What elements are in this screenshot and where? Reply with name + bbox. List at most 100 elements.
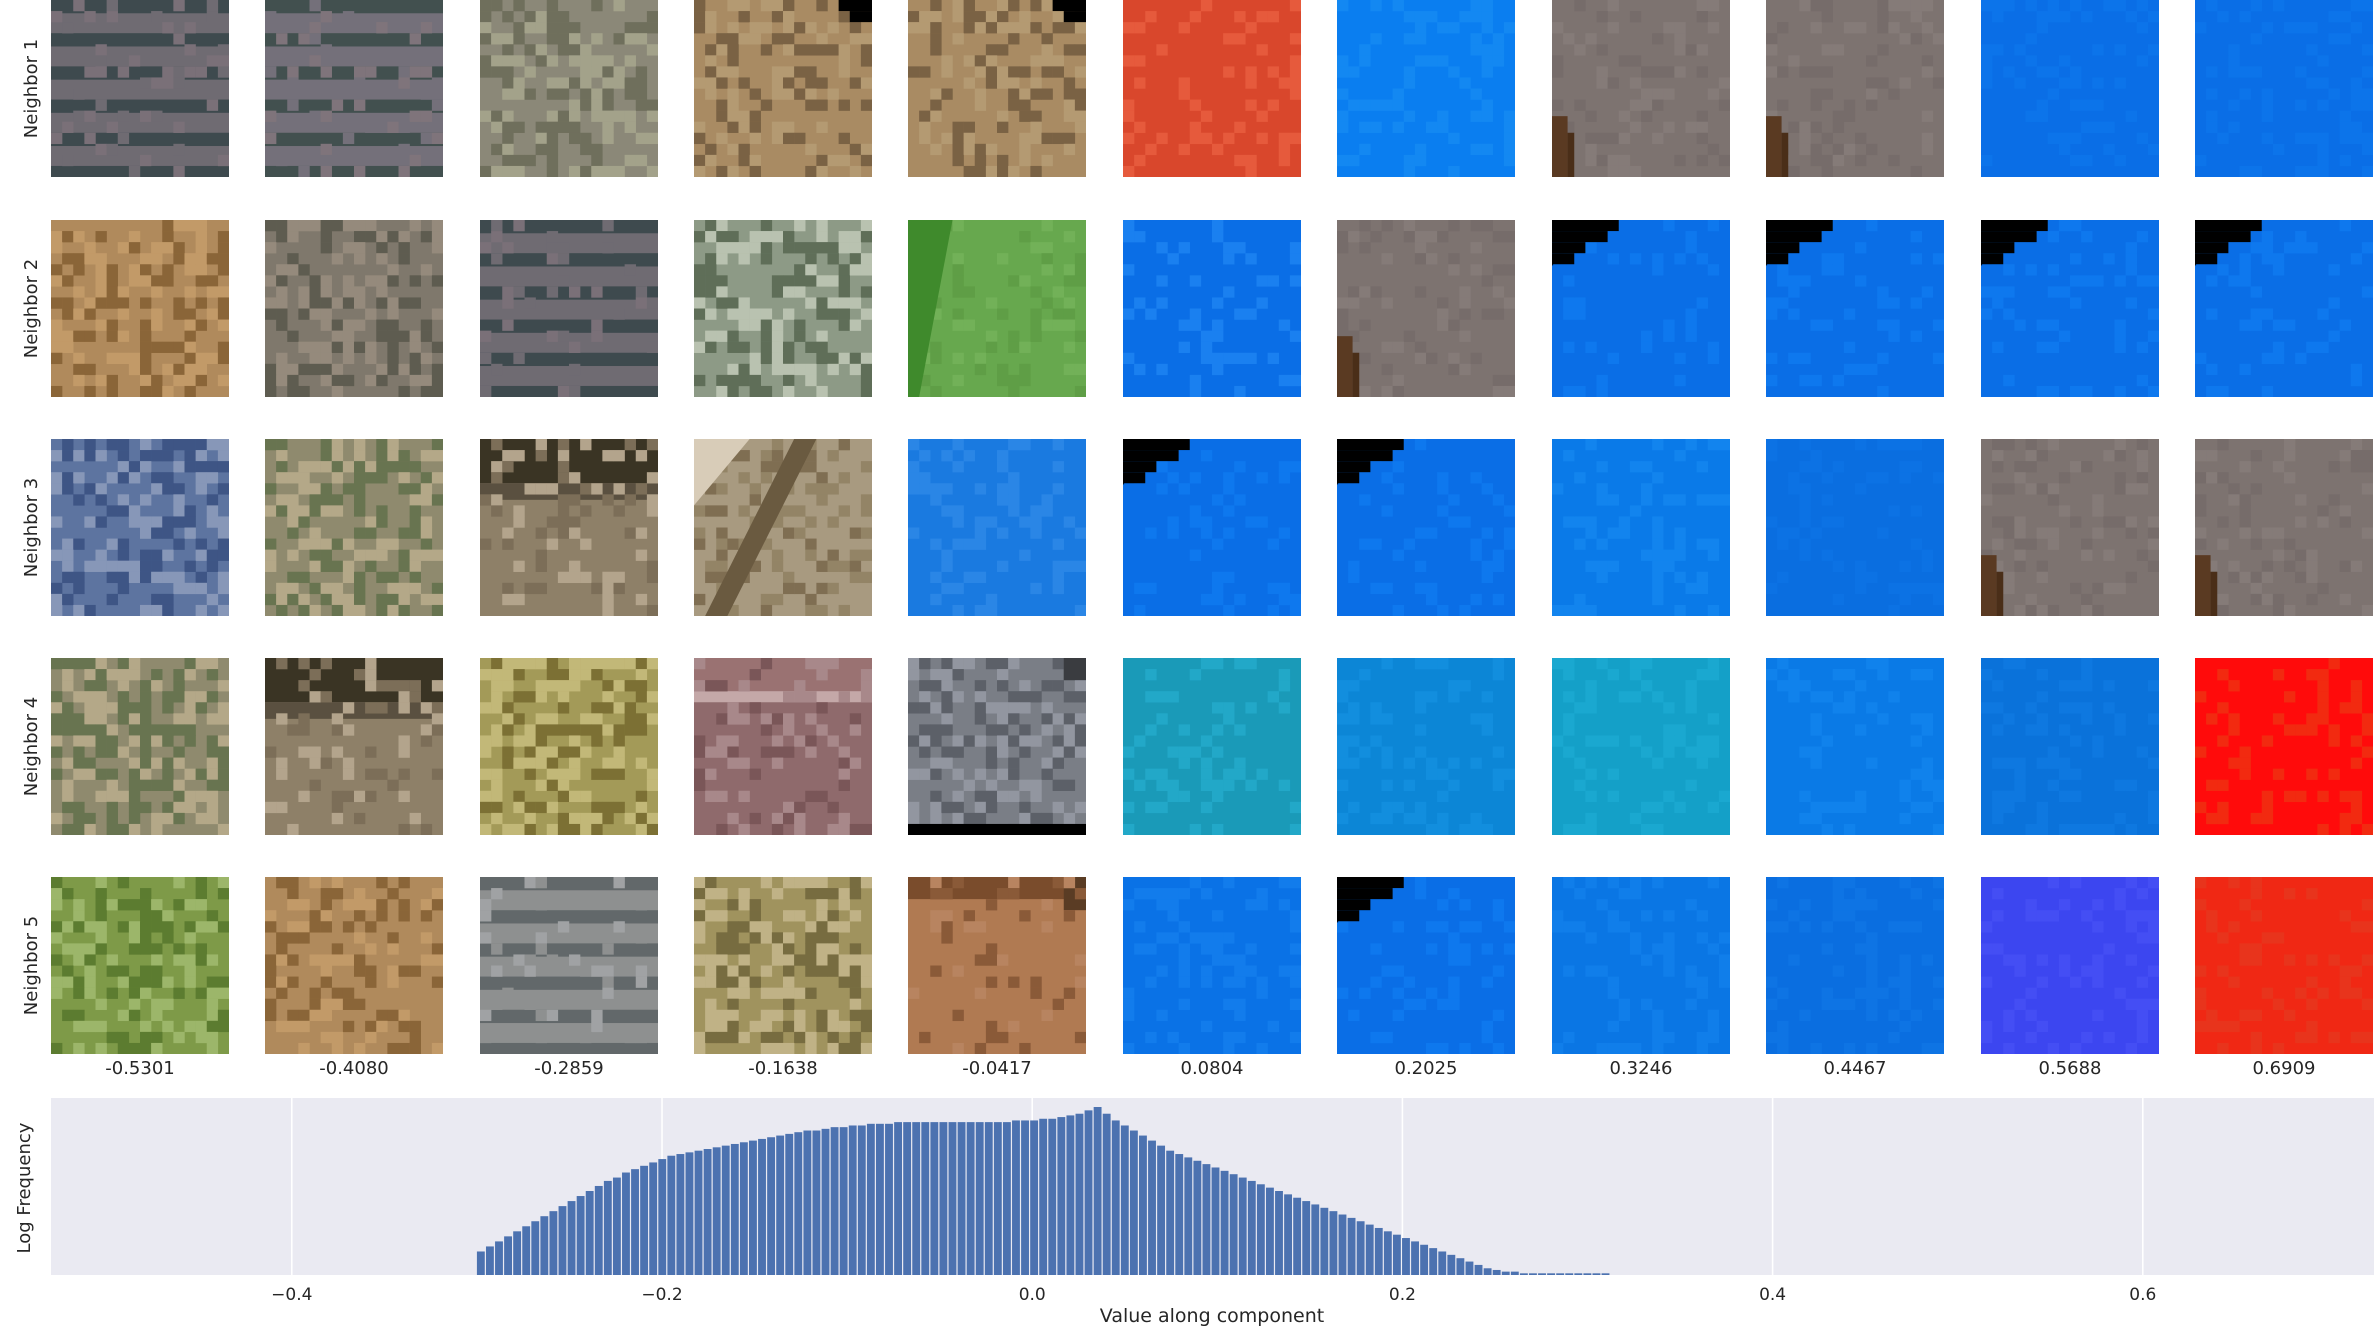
histogram-bar [1248, 1181, 1256, 1275]
column-value-label: -0.0417 [908, 1058, 1086, 1079]
column-value-label: -0.2859 [480, 1058, 658, 1079]
histogram-bar [1139, 1136, 1147, 1275]
neighbor-tile-r3-c4 [694, 439, 872, 616]
histogram-bar [568, 1201, 576, 1275]
x-tick-label: 0.2 [1389, 1285, 1416, 1305]
tile-image [1337, 877, 1515, 1054]
tile-image [480, 439, 658, 616]
histogram-bar [1538, 1273, 1546, 1275]
histogram-bar [1257, 1184, 1265, 1275]
histogram-bar [776, 1136, 784, 1275]
histogram-x-axis-label: Value along component [1100, 1305, 1324, 1327]
neighbor-tile-r5-c3 [480, 877, 658, 1054]
histogram-bar [695, 1151, 703, 1275]
histogram-bar [1166, 1151, 1174, 1275]
tile-image [1123, 220, 1301, 397]
column-value-label: 0.3246 [1552, 1058, 1730, 1079]
tile-image [1552, 220, 1730, 397]
histogram-bar [1520, 1273, 1528, 1275]
row-label-text: Neighbor 1 [22, 39, 43, 138]
row-label-text: Neighbor 3 [22, 478, 43, 577]
neighbor-tile-r4-c1 [51, 658, 229, 835]
tile-image [908, 658, 1086, 835]
neighbor-tile-r5-c11 [2195, 877, 2373, 1054]
column-value-label: -0.5301 [51, 1058, 229, 1079]
histogram-bar [1302, 1201, 1310, 1275]
tile-image [265, 658, 443, 835]
row-label-text: Neighbor 2 [22, 259, 43, 358]
tile-image [51, 877, 229, 1054]
histogram-y-axis-label: Log Frequency [14, 1122, 35, 1253]
histogram-bar [1039, 1119, 1047, 1275]
histogram-bar [822, 1129, 830, 1275]
tile-image [908, 877, 1086, 1054]
neighbor-tile-r2-c2 [265, 220, 443, 397]
histogram-bar [1375, 1228, 1383, 1275]
neighbor-tile-r1-c4 [694, 0, 872, 177]
histogram-bar [840, 1127, 848, 1275]
histogram-bar [1475, 1265, 1483, 1275]
neighbor-tile-r4-c3 [480, 658, 658, 835]
tile-image [1981, 220, 2159, 397]
tile-image [1766, 877, 1944, 1054]
histogram-x-tick-labels: −0.4 −0.2 0.0 0.2 0.4 0.6 [271, 1285, 2156, 1305]
histogram-bar [1593, 1273, 1601, 1275]
histogram-bar [531, 1221, 539, 1275]
histogram-bar [976, 1122, 984, 1275]
histogram-bar [1502, 1272, 1510, 1275]
histogram-bar [1574, 1273, 1582, 1275]
histogram-bar [1565, 1273, 1573, 1275]
histogram-bar [1429, 1248, 1437, 1275]
tile-image [2195, 0, 2373, 177]
neighbor-tile-r3-c6 [1123, 439, 1301, 616]
neighbor-tile-r2-c10 [1981, 220, 2159, 397]
histogram-bar [921, 1122, 929, 1275]
neighbor-tile-r4-c10 [1981, 658, 2159, 835]
neighbor-tile-r1-c10 [1981, 0, 2159, 177]
neighbor-tile-r3-c1 [51, 439, 229, 616]
histogram-bar [1076, 1114, 1084, 1275]
histogram-bar [1094, 1107, 1102, 1275]
tile-image [1337, 658, 1515, 835]
histogram-bar [1583, 1273, 1591, 1275]
histogram-bar [1447, 1255, 1455, 1275]
histogram-bar [885, 1124, 893, 1275]
tile-image [1552, 658, 1730, 835]
neighbor-tile-r2-c5 [908, 220, 1086, 397]
histogram-bar [522, 1226, 530, 1275]
histogram-bar [1003, 1122, 1011, 1275]
histogram-bar [1175, 1154, 1183, 1275]
neighbor-tile-r5-c10 [1981, 877, 2159, 1054]
histogram-bar [631, 1169, 639, 1275]
tile-image [1123, 439, 1301, 616]
histogram-bar [495, 1241, 503, 1275]
histogram-bar [1366, 1225, 1374, 1275]
neighbor-tile-r5-c1 [51, 877, 229, 1054]
histogram-bar [704, 1149, 712, 1275]
histogram-bar [858, 1125, 866, 1275]
histogram-bar [1420, 1245, 1428, 1275]
tile-image [51, 220, 229, 397]
histogram-bar [1293, 1198, 1301, 1275]
neighbor-tile-r3-c9 [1766, 439, 1944, 616]
histogram-bar [549, 1211, 557, 1275]
histogram-bar [1602, 1273, 1610, 1275]
histogram-bar [676, 1154, 684, 1275]
neighbor-tile-r4-c5 [908, 658, 1086, 835]
neighbor-tile-r4-c9 [1766, 658, 1944, 835]
histogram-bar [958, 1122, 966, 1275]
histogram-bar [1320, 1208, 1328, 1275]
neighbor-tile-r1-c6 [1123, 0, 1301, 177]
neighbor-tile-r1-c3 [480, 0, 658, 177]
tile-image [480, 877, 658, 1054]
row-label-text: Neighbor 4 [22, 697, 43, 796]
tile-image [1552, 439, 1730, 616]
neighbor-tile-r3-c7 [1337, 439, 1515, 616]
tile-image [1981, 439, 2159, 616]
histogram-bar [1348, 1218, 1356, 1275]
histogram-bar [667, 1156, 675, 1275]
neighbor-tile-r2-c9 [1766, 220, 1944, 397]
histogram-bar [1221, 1171, 1229, 1275]
histogram-bar [559, 1206, 567, 1275]
histogram-bar [540, 1216, 548, 1275]
